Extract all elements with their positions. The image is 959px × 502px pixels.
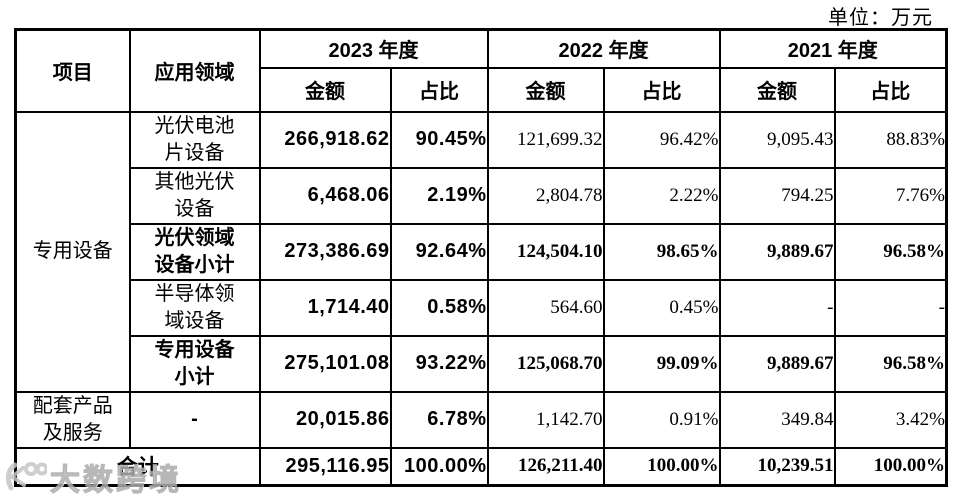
- amount-2023-cell: 273,386.69: [258, 222, 392, 281]
- ratio-2021-cell: 96.58%: [833, 222, 948, 281]
- ratio-2021-cell: 3.42%: [833, 390, 948, 449]
- amount-2021-cell: -: [718, 278, 836, 337]
- total-amount-2023-cell: 295,116.95: [258, 446, 392, 487]
- amount-2022-cell: 1,142.70: [486, 390, 605, 449]
- application-cell: 光伏电池 片设备: [128, 110, 261, 169]
- header-amount-2023: 金额: [258, 66, 392, 113]
- application-cell: 光伏领域 设备小计: [128, 222, 261, 281]
- table-row-semiconductor-equipment: 半导体领 域设备 1,714.40 0.58% 564.60 0.45% - -: [16, 278, 948, 337]
- ratio-2023-cell: 90.45%: [389, 110, 489, 169]
- ratio-2022-cell: 0.91%: [602, 390, 721, 449]
- ratio-2022-cell: 96.42%: [602, 110, 721, 169]
- total-ratio-2021-cell: 100.00%: [833, 446, 948, 487]
- application-cell: 半导体领 域设备: [128, 278, 261, 337]
- amount-2022-cell: 125,068.70: [486, 334, 605, 393]
- total-label-cell: 合计: [14, 446, 261, 487]
- item-cell-special-equipment: 专用设备: [14, 110, 131, 393]
- amount-2022-cell: 2,804.78: [486, 166, 605, 225]
- table-row-pv-subtotal: 光伏领域 设备小计 273,386.69 92.64% 124,504.10 9…: [16, 222, 948, 281]
- ratio-2023-cell: 6.78%: [389, 390, 489, 449]
- amount-2021-cell: 9,095.43: [718, 110, 836, 169]
- table-row-total: 合计 295,116.95 100.00% 126,211.40 100.00%…: [14, 446, 948, 487]
- table-row-pv-cell-equipment: 专用设备 光伏电池 片设备 266,918.62 90.45% 121,699.…: [14, 110, 948, 393]
- total-ratio-2022-cell: 100.00%: [602, 446, 721, 487]
- amount-2022-cell: 124,504.10: [486, 222, 605, 281]
- ratio-2023-cell: 93.22%: [389, 334, 489, 393]
- header-row-metrics: 金额 占比 金额 占比 金额 占比: [16, 66, 948, 113]
- header-ratio-2022: 占比: [602, 66, 721, 113]
- total-amount-2022-cell: 126,211.40: [486, 446, 605, 487]
- ratio-2023-cell: 0.58%: [389, 278, 489, 337]
- item-cell-supporting-products: 配套产品 及服务: [14, 390, 131, 449]
- application-cell: 专用设备 小计: [128, 334, 261, 393]
- header-amount-2022: 金额: [486, 66, 605, 113]
- total-amount-2021-cell: 10,239.51: [718, 446, 836, 487]
- header-row-years: 项目 应用领域 2023 年度 2022 年度 2021 年度: [14, 28, 948, 113]
- amount-2023-cell: 6,468.06: [258, 166, 392, 225]
- ratio-2021-cell: 96.58%: [833, 334, 948, 393]
- application-cell: 其他光伏 设备: [128, 166, 261, 225]
- header-application: 应用领域: [128, 28, 261, 113]
- amount-2022-cell: 121,699.32: [486, 110, 605, 169]
- amount-2023-cell: 266,918.62: [258, 110, 392, 169]
- unit-label: 单位：万元: [828, 7, 933, 29]
- header-amount-2021: 金额: [718, 66, 836, 113]
- amount-2021-cell: 349.84: [718, 390, 836, 449]
- ratio-2021-cell: 7.76%: [833, 166, 948, 225]
- header-item: 项目: [14, 28, 131, 113]
- ratio-2021-cell: -: [833, 278, 948, 337]
- revenue-breakdown-table: 项目 应用领域 2023 年度 2022 年度 2021 年度 金额 占比 金额…: [14, 28, 948, 487]
- table-row-other-pv-equipment: 其他光伏 设备 6,468.06 2.19% 2,804.78 2.22% 79…: [16, 166, 948, 225]
- ratio-2023-cell: 2.19%: [389, 166, 489, 225]
- ratio-2021-cell: 88.83%: [833, 110, 948, 169]
- table-row-supporting-products: 配套产品 及服务 - 20,015.86 6.78% 1,142.70 0.91…: [14, 390, 948, 449]
- amount-2022-cell: 564.60: [486, 278, 605, 337]
- amount-2023-cell: 1,714.40: [258, 278, 392, 337]
- amount-2021-cell: 9,889.67: [718, 334, 836, 393]
- amount-2021-cell: 794.25: [718, 166, 836, 225]
- header-year-2022: 2022 年度: [486, 28, 721, 69]
- table-row-special-equipment-subtotal: 专用设备 小计 275,101.08 93.22% 125,068.70 99.…: [16, 334, 948, 393]
- ratio-2022-cell: 2.22%: [602, 166, 721, 225]
- amount-2021-cell: 9,889.67: [718, 222, 836, 281]
- amount-2023-cell: 275,101.08: [258, 334, 392, 393]
- ratio-2022-cell: 98.65%: [602, 222, 721, 281]
- header-year-2021: 2021 年度: [718, 28, 948, 69]
- header-ratio-2021: 占比: [833, 66, 948, 113]
- ratio-2023-cell: 92.64%: [389, 222, 489, 281]
- header-year-2023: 2023 年度: [258, 28, 489, 69]
- amount-2023-cell: 20,015.86: [258, 390, 392, 449]
- application-cell: -: [128, 390, 261, 449]
- ratio-2022-cell: 0.45%: [602, 278, 721, 337]
- ratio-2022-cell: 99.09%: [602, 334, 721, 393]
- header-ratio-2023: 占比: [389, 66, 489, 113]
- total-ratio-2023-cell: 100.00%: [389, 446, 489, 487]
